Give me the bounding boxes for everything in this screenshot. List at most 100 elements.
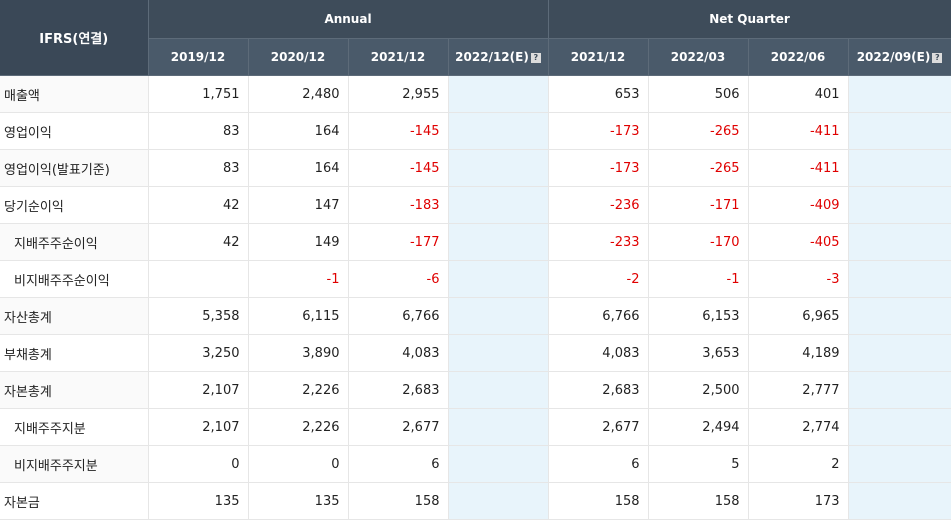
value-cell: [448, 260, 549, 298]
value-cell: -265: [648, 112, 749, 150]
value-cell: -3: [748, 260, 849, 298]
value-cell: 2,226: [248, 408, 349, 446]
value-cell: 2,480: [248, 75, 349, 113]
table-row: 비지배주주지분 0 0 6 6 5 2: [0, 445, 951, 483]
value-cell: 1,751: [148, 75, 249, 113]
value-cell: [448, 371, 549, 409]
value-cell: 2,677: [548, 408, 649, 446]
value-cell: 401: [748, 75, 849, 113]
value-cell: [848, 223, 951, 261]
value-cell: -183: [348, 186, 449, 224]
value-cell: 5: [648, 445, 749, 483]
value-cell: 2,107: [148, 408, 249, 446]
value-cell: [448, 445, 549, 483]
table-row: 영업이익 83 164 -145 -173 -265 -411: [0, 112, 951, 150]
help-icon[interactable]: ?: [932, 52, 943, 63]
row-label[interactable]: 매출액: [0, 75, 149, 113]
value-cell: [848, 334, 951, 372]
annual-group-header: Annual: [148, 0, 549, 39]
row-label[interactable]: 자산총계: [0, 297, 149, 335]
quarter-group-header: Net Quarter: [548, 0, 951, 39]
value-cell: 158: [348, 482, 449, 520]
row-label[interactable]: 부채총계: [0, 334, 149, 372]
value-cell: [848, 75, 951, 113]
row-label[interactable]: 영업이익: [0, 112, 149, 150]
value-cell: 4,083: [348, 334, 449, 372]
value-cell: -265: [648, 149, 749, 187]
value-cell: [448, 186, 549, 224]
value-cell: [148, 260, 249, 298]
value-cell: -233: [548, 223, 649, 261]
value-cell: 42: [148, 223, 249, 261]
value-cell: 4,083: [548, 334, 649, 372]
value-cell: 2,777: [748, 371, 849, 409]
ifrs-header: IFRS(연결): [0, 0, 149, 76]
value-cell: [448, 297, 549, 335]
value-cell: -405: [748, 223, 849, 261]
period-header-estimate: 2022/09(E)?: [848, 38, 951, 76]
period-header-estimate: 2022/12(E)?: [448, 38, 549, 76]
period-header: 2019/12: [148, 38, 249, 76]
value-cell: 83: [148, 112, 249, 150]
value-cell: 2,500: [648, 371, 749, 409]
value-cell: -145: [348, 149, 449, 187]
value-cell: -173: [548, 149, 649, 187]
row-label[interactable]: 비지배주주순이익: [0, 260, 149, 298]
value-cell: 6,965: [748, 297, 849, 335]
value-cell: [848, 186, 951, 224]
row-label[interactable]: 자본총계: [0, 371, 149, 409]
row-label[interactable]: 지배주주지분: [0, 408, 149, 446]
value-cell: 0: [148, 445, 249, 483]
value-cell: -411: [748, 112, 849, 150]
value-cell: 6: [548, 445, 649, 483]
value-cell: 158: [648, 482, 749, 520]
value-cell: -2: [548, 260, 649, 298]
table-row: 자본금 135 135 158 158 158 173: [0, 482, 951, 520]
value-cell: 3,250: [148, 334, 249, 372]
table-row: 자산총계 5,358 6,115 6,766 6,766 6,153 6,965: [0, 297, 951, 335]
table-body: 매출액 1,751 2,480 2,955 653 506 401 영업이익 83 164 -145…: [0, 75, 951, 520]
value-cell: -145: [348, 112, 449, 150]
value-cell: 83: [148, 149, 249, 187]
value-cell: 6,766: [548, 297, 649, 335]
value-cell: [848, 260, 951, 298]
value-cell: [448, 75, 549, 113]
value-cell: 6: [348, 445, 449, 483]
value-cell: -411: [748, 149, 849, 187]
value-cell: 173: [748, 482, 849, 520]
period-header: 2020/12: [248, 38, 349, 76]
period-header: 2021/12: [348, 38, 449, 76]
value-cell: -409: [748, 186, 849, 224]
period-header: 2022/06: [748, 38, 849, 76]
value-cell: [448, 149, 549, 187]
row-label[interactable]: 자본금: [0, 482, 149, 520]
value-cell: 164: [248, 149, 349, 187]
value-cell: 2,677: [348, 408, 449, 446]
value-cell: -171: [648, 186, 749, 224]
table-row: 매출액 1,751 2,480 2,955 653 506 401: [0, 75, 951, 113]
table-row: 지배주주지분 2,107 2,226 2,677 2,677 2,494 2,774: [0, 408, 951, 446]
value-cell: -1: [248, 260, 349, 298]
row-label[interactable]: 지배주주순이익: [0, 223, 149, 261]
value-cell: [848, 297, 951, 335]
row-label[interactable]: 영업이익(발표기준): [0, 149, 149, 187]
value-cell: [848, 149, 951, 187]
table-row: 비지배주주순이익 -1 -6 -2 -1 -3: [0, 260, 951, 298]
value-cell: [448, 482, 549, 520]
value-cell: [848, 371, 951, 409]
table-row: 지배주주순이익 42 149 -177 -233 -170 -405: [0, 223, 951, 261]
value-cell: 2,774: [748, 408, 849, 446]
value-cell: -236: [548, 186, 649, 224]
value-cell: 0: [248, 445, 349, 483]
value-cell: 42: [148, 186, 249, 224]
help-icon[interactable]: ?: [530, 52, 541, 63]
value-cell: 164: [248, 112, 349, 150]
value-cell: 5,358: [148, 297, 249, 335]
value-cell: [448, 223, 549, 261]
value-cell: -173: [548, 112, 649, 150]
table-row: 당기순이익 42 147 -183 -236 -171 -409: [0, 186, 951, 224]
row-label[interactable]: 비지배주주지분: [0, 445, 149, 483]
row-label[interactable]: 당기순이익: [0, 186, 149, 224]
value-cell: 6,153: [648, 297, 749, 335]
